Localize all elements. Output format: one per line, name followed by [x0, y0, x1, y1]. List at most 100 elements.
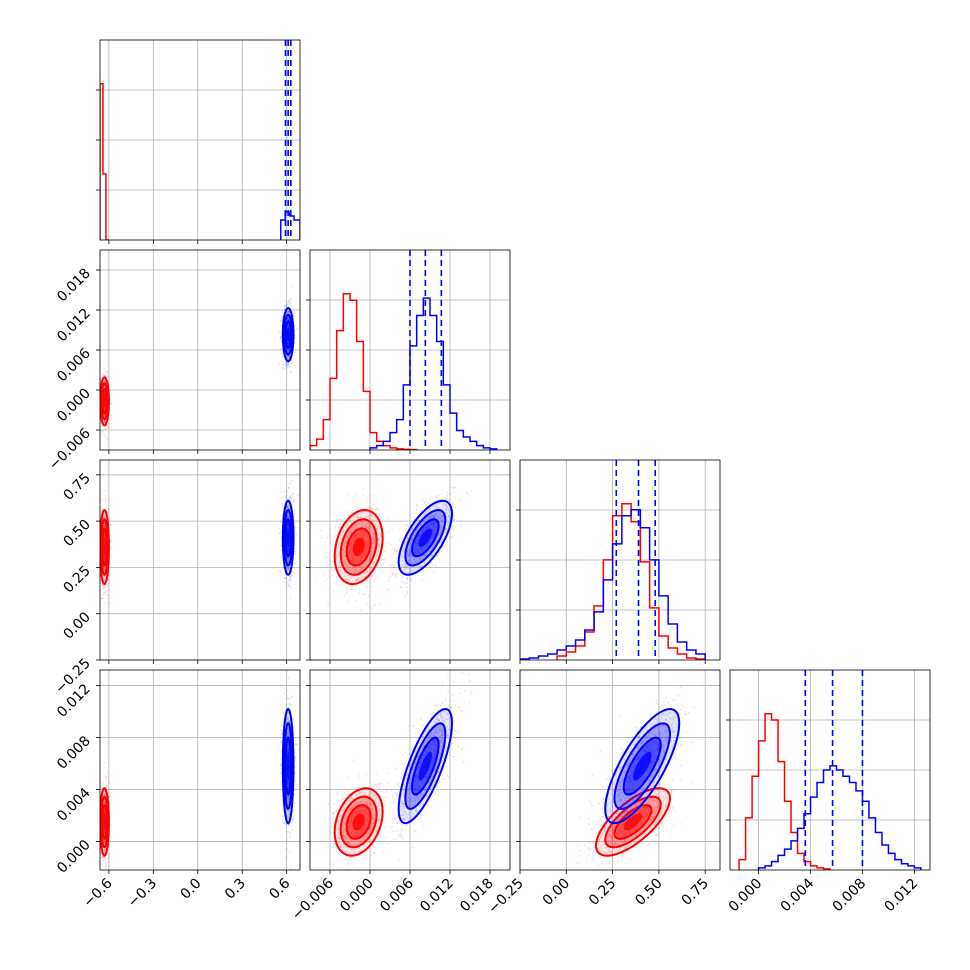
sample-point	[356, 579, 359, 582]
sample-point	[330, 573, 333, 576]
sample-point	[342, 530, 345, 533]
sample-point	[410, 569, 413, 572]
sample-point	[284, 366, 287, 369]
sample-point	[442, 515, 444, 517]
sample-point	[370, 575, 373, 578]
sample-point	[438, 515, 440, 518]
panel-content	[315, 483, 472, 612]
sample-point	[410, 537, 413, 540]
sample-point	[285, 586, 288, 589]
sample-point	[366, 570, 369, 573]
sample-point	[103, 524, 105, 527]
sample-point	[344, 574, 347, 577]
contour-line	[410, 518, 440, 558]
sample-point	[439, 512, 442, 514]
sample-point	[342, 549, 344, 552]
sample-point	[103, 841, 106, 843]
sample-point	[453, 518, 456, 521]
sample-point	[104, 593, 107, 596]
sample-point	[107, 855, 110, 858]
sample-point	[373, 545, 376, 547]
sample-point	[105, 436, 108, 439]
sample-point	[103, 851, 106, 854]
sample-point	[440, 520, 443, 523]
sample-point	[104, 865, 107, 868]
sample-point	[360, 524, 363, 527]
sample-point	[290, 573, 293, 575]
sample-point	[427, 517, 430, 520]
sample-point	[287, 349, 289, 352]
sample-point	[378, 539, 381, 541]
sample-point	[104, 524, 106, 527]
sample-point	[105, 780, 108, 782]
sample-point	[431, 554, 434, 556]
sample-point	[373, 539, 376, 542]
sample-point	[354, 494, 357, 497]
sample-point	[104, 850, 106, 853]
sample-point	[353, 509, 356, 512]
sample-point	[395, 550, 397, 552]
sample-point	[288, 497, 290, 500]
sample-point	[105, 786, 108, 788]
sample-point	[365, 526, 368, 529]
sample-point	[394, 557, 397, 559]
sample-point	[288, 577, 291, 579]
sample-point	[358, 592, 360, 595]
sample-point	[106, 783, 108, 786]
sample-point	[452, 519, 455, 522]
sample-point	[375, 578, 378, 580]
sample-point	[328, 535, 331, 537]
sample-point	[371, 553, 374, 556]
sample-point	[288, 363, 291, 366]
sample-point	[281, 502, 284, 505]
sample-point	[432, 516, 435, 519]
sample-point	[377, 567, 380, 570]
panel-2-0: −0.250.000.250.500.75	[52, 459, 301, 697]
sample-point	[412, 558, 415, 561]
sample-point	[345, 541, 348, 544]
sample-point	[387, 531, 390, 533]
sample-point	[425, 510, 428, 513]
sample-point	[288, 356, 290, 359]
sample-point	[336, 519, 338, 522]
sample-point	[104, 499, 107, 502]
sample-point	[293, 351, 296, 354]
sample-point	[420, 566, 422, 568]
sample-point	[361, 521, 364, 524]
sample-point	[103, 379, 106, 382]
sample-point	[409, 553, 411, 555]
sample-point	[103, 602, 106, 605]
sample-point	[404, 565, 407, 568]
sample-point	[283, 308, 286, 311]
sample-point	[427, 502, 430, 504]
grid	[519, 460, 720, 660]
sample-point	[291, 285, 294, 288]
axis-frame	[309, 459, 511, 661]
sample-point	[287, 486, 290, 489]
sample-point	[103, 525, 106, 528]
sample-point	[371, 515, 374, 518]
sample-point	[105, 592, 107, 594]
sample-point	[380, 558, 383, 561]
sample-point	[424, 554, 426, 557]
sample-point	[283, 580, 285, 583]
axis-frame	[309, 249, 511, 451]
sample-point	[108, 800, 111, 803]
sample-point	[289, 575, 292, 578]
sample-point	[452, 513, 455, 516]
sample-point	[448, 536, 451, 539]
sample-point	[326, 536, 328, 539]
sample-point	[467, 493, 469, 495]
sample-point	[105, 762, 108, 765]
sample-point	[285, 304, 288, 307]
sample-point	[407, 555, 410, 557]
sample-point	[452, 491, 455, 494]
sample-point	[369, 506, 372, 509]
sample-point	[347, 600, 350, 602]
sample-point	[106, 424, 108, 427]
sample-point	[295, 533, 298, 536]
panel-content	[100, 285, 299, 450]
sample-point	[344, 545, 347, 548]
sample-point	[110, 534, 112, 537]
